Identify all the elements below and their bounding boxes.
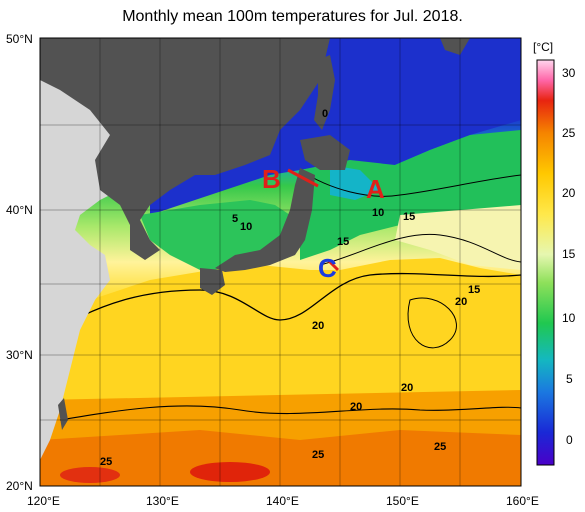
kyushu-land <box>200 268 225 295</box>
contour-label: 15 <box>468 284 480 296</box>
lat-label-30n: 30°N <box>6 348 33 362</box>
colorbar-tick-label: 5 <box>566 372 573 386</box>
colorbar-tick-label: 0 <box>566 433 573 447</box>
colorbar-tick-label: 20 <box>562 186 576 200</box>
transition-zone <box>395 205 521 270</box>
contour-label: 20 <box>401 382 413 394</box>
section-b-line <box>287 168 319 188</box>
contour-label: 10 <box>240 221 252 233</box>
colorbar-tick-label: 30 <box>562 66 576 80</box>
lon-label-150e: 150°E <box>386 494 419 508</box>
contour-label: 25 <box>312 449 324 461</box>
lon-label-120e: 120°E <box>27 494 60 508</box>
contour-label: 15 <box>403 211 415 223</box>
map-border <box>39 37 522 487</box>
contour-eddy <box>407 297 457 349</box>
contour-labels: 0 5 10 10 15 15 15 20 20 20 20 25 25 25 <box>100 108 480 468</box>
graticule <box>40 38 521 486</box>
subarctic-front-region <box>300 130 521 260</box>
colorbar <box>536 59 555 466</box>
colorbar-ticks: 30 25 20 15 10 5 0 <box>562 66 576 447</box>
colorbar-tick-label: 10 <box>562 311 576 325</box>
contour-label: 0 <box>322 108 328 120</box>
contour-label: 25 <box>434 441 446 453</box>
colorbar-tick-label: 15 <box>562 247 576 261</box>
map-title: Monthly mean 100m temperatures for Jul. … <box>122 8 463 25</box>
lon-label-140e: 140°E <box>266 494 299 508</box>
contour-15 <box>319 233 521 266</box>
kamchatka-land <box>440 38 470 55</box>
hot-spot-2 <box>60 467 120 483</box>
contour-label: 5 <box>232 213 238 225</box>
colorbar-tick-label: 25 <box>562 126 576 140</box>
lon-label-160e: 160°E <box>506 494 539 508</box>
colorbar-unit: [°C] <box>533 40 553 54</box>
contour-label: 20 <box>455 296 467 308</box>
sakhalin-land <box>314 55 335 130</box>
marker-b: B <box>262 164 281 194</box>
contour-label: 10 <box>372 207 384 219</box>
taiwan-land <box>58 398 68 430</box>
contour-label: 20 <box>350 401 362 413</box>
contour-25 <box>59 405 521 421</box>
lat-label-20n: 20°N <box>6 479 33 493</box>
honshu-land <box>215 168 315 272</box>
continent-land <box>40 38 330 260</box>
contour-label: 25 <box>100 456 112 468</box>
section-c-line <box>326 258 340 272</box>
hot-spot-1 <box>190 462 270 482</box>
cyan-eddy <box>330 165 380 200</box>
lat-label-40n: 40°N <box>6 203 33 217</box>
contour-label: 20 <box>312 320 324 332</box>
marker-c: C <box>318 253 337 283</box>
marker-a: A <box>366 174 385 204</box>
lon-label-130e: 130°E <box>146 494 179 508</box>
contour-label: 15 <box>337 236 349 248</box>
lat-label-50n: 50°N <box>6 32 33 46</box>
hokkaido-land <box>300 135 350 170</box>
